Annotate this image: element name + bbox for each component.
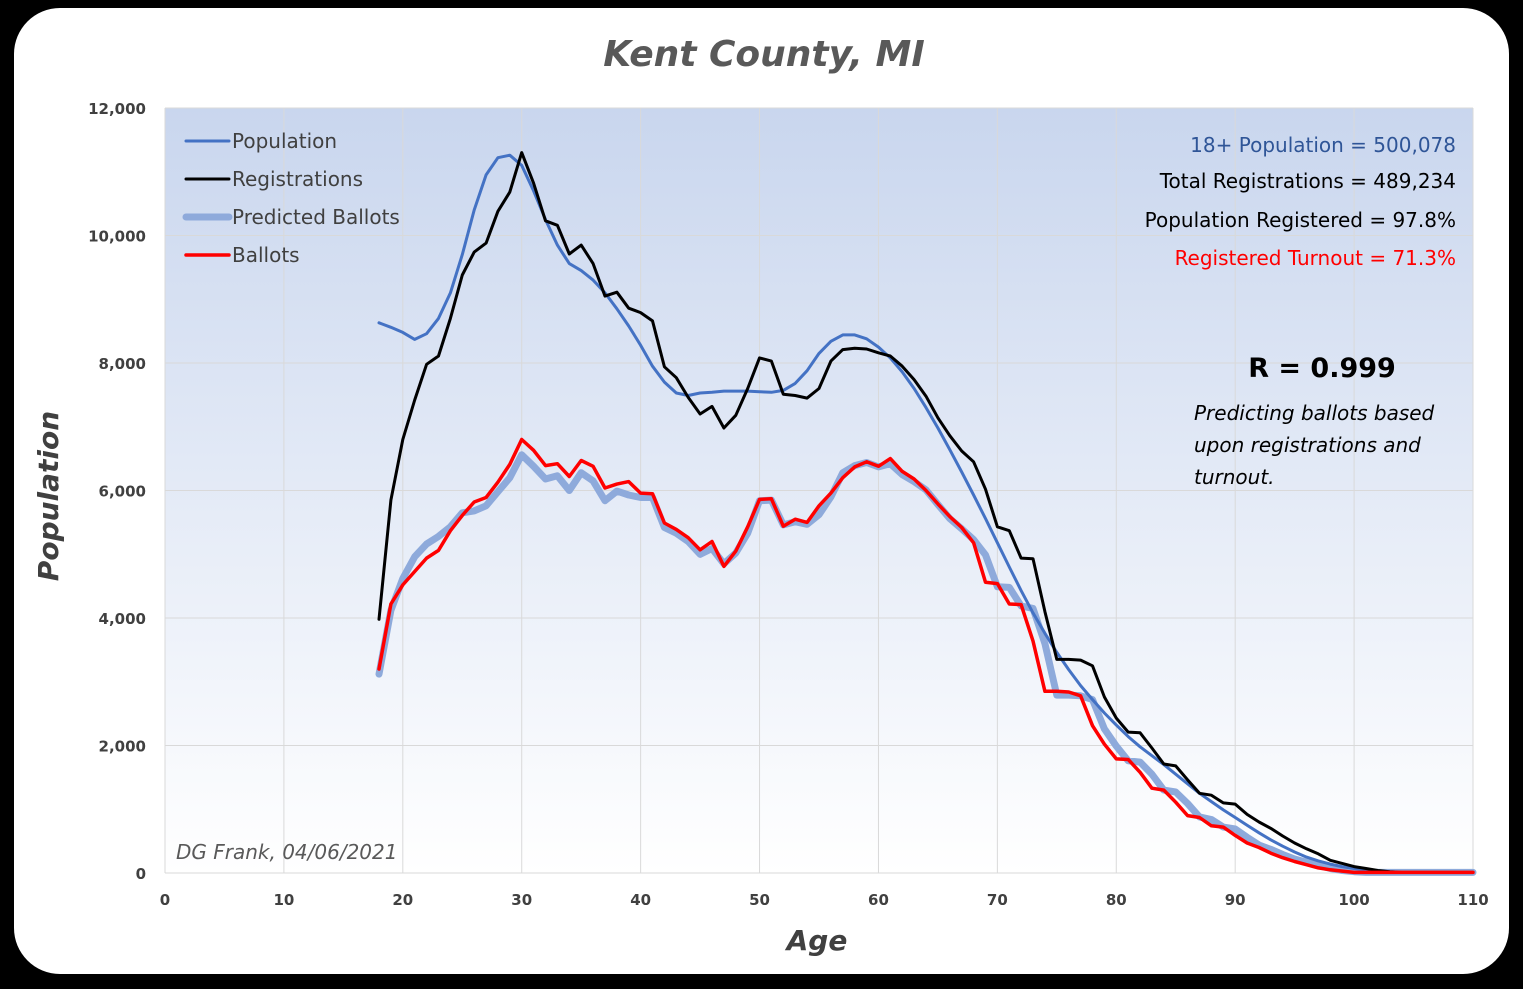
x-tick-label: 110: [1457, 891, 1488, 909]
line-chart: Kent County, MI 0 2,000 4,000 6,000 8,000 10,…: [32, 34, 1489, 957]
x-tick-label: 0: [160, 891, 170, 909]
x-axis-ticks: 0 10 20 30 40 50 60 70 80 90 100 110: [160, 891, 1489, 909]
y-tick-label: 6,000: [99, 483, 146, 501]
y-tick-label: 12,000: [88, 100, 146, 118]
x-tick-label: 20: [392, 891, 413, 909]
x-axis-label: Age: [785, 924, 848, 957]
chart-card: Kent County, MI 0 2,000 4,000 6,000 8,000 10,…: [14, 8, 1509, 974]
x-tick-label: 80: [1106, 891, 1127, 909]
annotation-population-registered: Population Registered = 97.8%: [1145, 208, 1456, 232]
annotation-registered-turnout: Registered Turnout = 71.3%: [1175, 246, 1456, 270]
chart-title: Kent County, MI: [603, 34, 924, 75]
y-tick-label: 8,000: [99, 355, 146, 373]
y-tick-label: 0: [136, 865, 146, 883]
annotation-note-line-2: upon registrations and: [1194, 433, 1421, 457]
x-tick-label: 10: [273, 891, 294, 909]
legend-label: Population: [232, 129, 337, 153]
x-tick-label: 50: [749, 891, 770, 909]
x-tick-label: 90: [1225, 891, 1246, 909]
x-tick-label: 40: [630, 891, 651, 909]
credit-text: DG Frank, 04/06/2021: [176, 840, 397, 864]
grid-lines: [164, 107, 1474, 874]
y-tick-label: 4,000: [99, 610, 146, 628]
series-line-population: [377, 153, 1475, 874]
y-tick-label: 2,000: [99, 738, 146, 756]
annotation-registrations-total: Total Registrations = 489,234: [1159, 169, 1456, 193]
series-lines: [375, 151, 1477, 876]
y-axis-label: Population: [32, 411, 65, 581]
series-line-ballots: [377, 437, 1475, 875]
legend-label: Predicted Ballots: [232, 205, 400, 229]
series-line-registrations: [377, 151, 1475, 874]
x-tick-label: 70: [987, 891, 1008, 909]
legend-label: Registrations: [232, 167, 363, 191]
annotation-r-value: R = 0.999: [1248, 353, 1396, 384]
y-tick-label: 10,000: [88, 228, 146, 246]
legend: Population Registrations Predicted Ballots…: [182, 129, 400, 267]
x-tick-label: 30: [511, 891, 532, 909]
annotation-population-total: 18+ Population = 500,078: [1190, 133, 1456, 157]
annotation-note-line-3: turnout.: [1194, 465, 1275, 489]
y-axis-ticks: 0 2,000 4,000 6,000 8,000 10,000 12,000: [88, 100, 146, 883]
legend-label: Ballots: [232, 243, 300, 267]
x-tick-label: 100: [1338, 891, 1369, 909]
x-tick-label: 60: [868, 891, 889, 909]
annotation-note-line-1: Predicting ballots based: [1194, 401, 1435, 425]
